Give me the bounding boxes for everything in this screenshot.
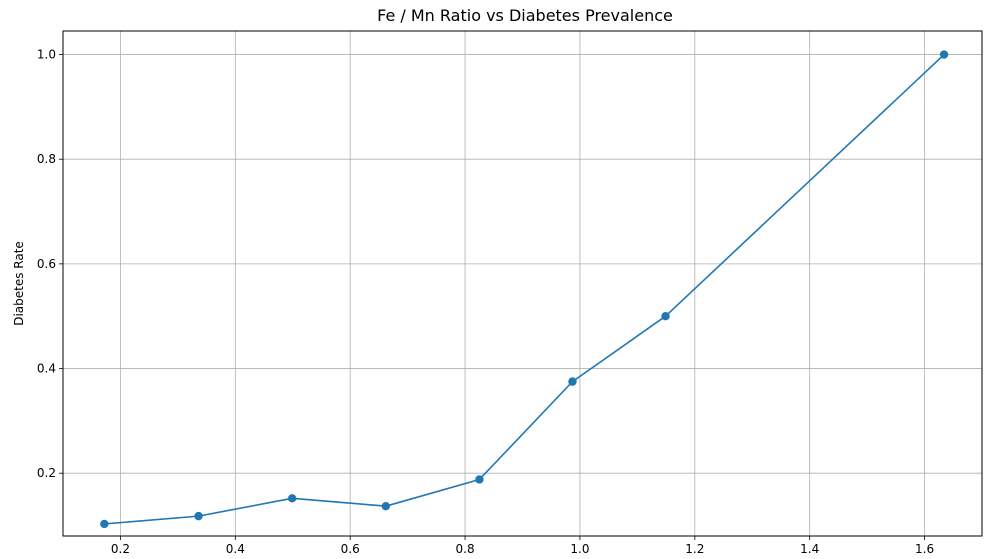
x-tick-label: 0.8: [456, 542, 475, 556]
y-tick-label: 0.6: [37, 257, 56, 271]
x-tick-label: 1.2: [685, 542, 704, 556]
series-line-segment: [104, 515, 199, 525]
data-point: [287, 494, 297, 503]
y-tick-label: 1.0: [37, 48, 56, 62]
data-point: [939, 50, 949, 59]
data-point: [568, 377, 577, 386]
x-tick-label: 1.4: [800, 542, 819, 556]
data-point: [100, 519, 109, 529]
series-line-segment: [385, 478, 480, 507]
series-layer: [100, 50, 949, 529]
data-point: [475, 475, 484, 484]
x-tick-label: 0.2: [111, 542, 130, 556]
series-line-segment: [292, 497, 386, 507]
series-line-segment: [478, 381, 574, 481]
chart-title: Fe / Mn Ratio vs Diabetes Prevalence: [377, 6, 673, 25]
y-tick-label: 0.4: [37, 362, 56, 376]
series-line-segment: [198, 497, 293, 517]
data-point: [381, 501, 390, 511]
y-tick-label: 0.2: [37, 466, 56, 480]
ticks: 0.2 0.4 0.6 0.8 1.0 1.2 1.4 1.6 0.2 0.4 0.6 0.8 1.0: [37, 48, 934, 556]
series-line-segment: [572, 315, 666, 383]
data-point: [661, 312, 670, 321]
grid: [63, 31, 982, 536]
x-tick-label: 0.6: [341, 542, 360, 556]
data-point: [194, 511, 203, 521]
y-axis-label: Diabetes Rate: [12, 241, 26, 326]
y-tick-label: 0.8: [37, 152, 56, 166]
x-tick-label: 1.0: [570, 542, 589, 556]
x-tick-label: 1.6: [915, 542, 934, 556]
plot-frame: [62, 30, 983, 537]
series-line-segment: [664, 53, 945, 317]
x-tick-label: 0.4: [226, 542, 245, 556]
